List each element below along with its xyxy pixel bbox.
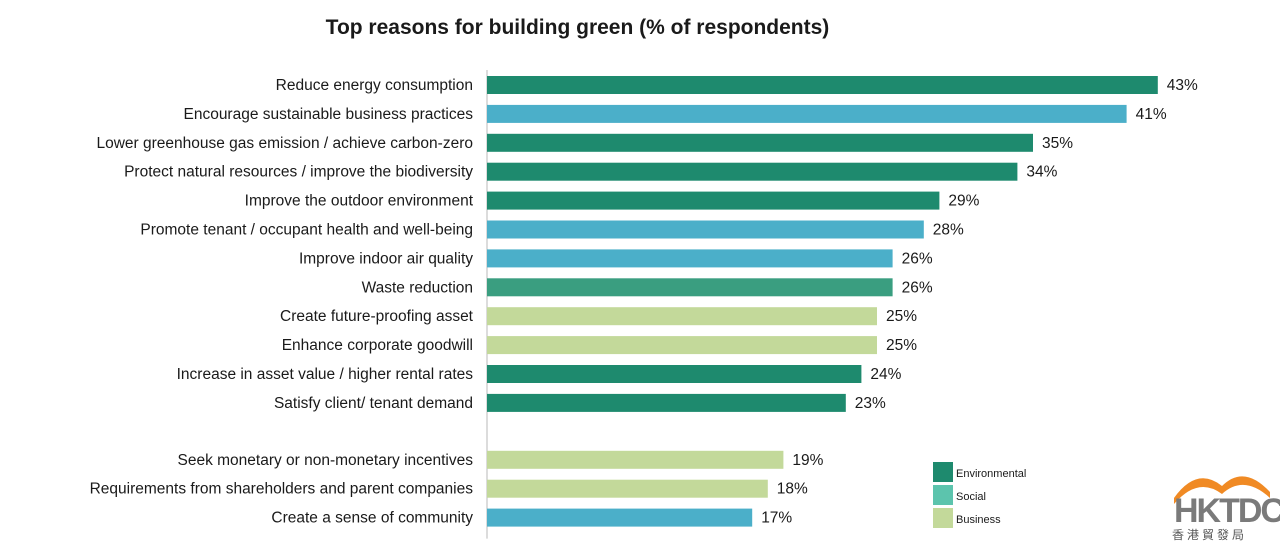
value-label-12: 23% [855,395,886,412]
value-label-8: 26% [902,279,933,296]
bar-10 [487,336,877,355]
category-label-12: Satisfy client/ tenant demand [274,395,473,412]
value-label-11: 24% [870,366,901,383]
legend-swatch-social [933,485,953,505]
logo-text: HKTDC [1174,492,1280,530]
legend-swatch-business [933,508,953,528]
bar-2 [487,104,1127,123]
bar-13 [487,450,784,469]
chart-title: Top reasons for building green (% of res… [325,16,830,39]
category-label-14: Requirements from shareholders and paren… [90,481,474,498]
bar-7 [487,249,893,268]
logo-chinese-text: 香港貿發局 [1172,528,1248,542]
bar-8 [487,278,893,297]
bar-3 [487,133,1033,152]
category-label-11: Increase in asset value / higher rental … [177,366,474,383]
value-label-3: 35% [1042,135,1073,152]
legend-label-social: Social [956,491,986,503]
category-label-15: Create a sense of community [271,510,473,527]
value-label-7: 26% [902,250,933,267]
value-label-5: 29% [948,193,979,210]
category-label-10: Enhance corporate goodwill [282,337,473,354]
bar-15 [487,508,753,527]
legend-label-environmental: Environmental [956,468,1026,480]
category-label-4: Protect natural resources / improve the … [124,164,473,181]
value-label-13: 19% [792,452,823,469]
category-label-8: Waste reduction [362,279,473,296]
legend-label-business: Business [956,514,1001,526]
bar-9 [487,307,877,326]
category-label-3: Lower greenhouse gas emission / achieve … [96,135,473,152]
value-label-9: 25% [886,308,917,325]
value-label-10: 25% [886,337,917,354]
bar-14 [487,479,768,498]
value-label-14: 18% [777,481,808,498]
legend-swatch-environmental [933,462,953,482]
value-label-6: 28% [933,222,964,239]
bar-6 [487,220,924,239]
logo-arc-icon [1174,476,1270,504]
bar-4 [487,162,1018,181]
bar-1 [487,76,1158,94]
category-label-13: Seek monetary or non-monetary incentives [177,452,473,469]
value-label-2: 41% [1136,106,1167,123]
value-label-1: 43% [1167,77,1198,94]
value-label-4: 34% [1026,164,1057,181]
bar-11 [487,365,862,383]
category-label-5: Improve the outdoor environment [245,193,474,210]
bar-12 [487,393,846,412]
bar-5 [487,191,940,210]
category-label-7: Improve indoor air quality [299,250,473,267]
category-label-9: Create future-proofing asset [280,308,474,325]
hktdc-logo: HKTDC 香港貿發局 [1172,468,1280,544]
category-label-1: Reduce energy consumption [276,77,473,94]
category-label-6: Promote tenant / occupant health and wel… [140,222,473,239]
value-label-15: 17% [761,510,792,527]
category-label-2: Encourage sustainable business practices [183,106,473,123]
